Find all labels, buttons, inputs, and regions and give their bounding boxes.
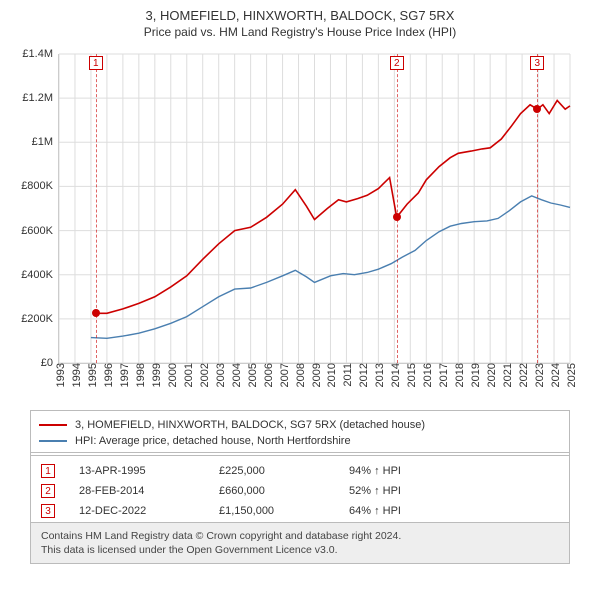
x-tick-label: 1993 [55,363,67,387]
sale-diff: 52% ↑ HPI [349,485,559,497]
x-tick-label: 2014 [390,363,402,387]
sale-diff: 94% ↑ HPI [349,465,559,477]
x-tick-label: 1997 [119,363,131,387]
x-tick-label: 1995 [87,363,99,387]
chart-subtitle: Price paid vs. HM Land Registry's House … [4,25,596,39]
sale-marker-icon: 2 [390,56,404,70]
sale-price: £225,000 [219,465,349,477]
x-tick-label: 1994 [71,363,83,387]
title-block: 3, HOMEFIELD, HINXWORTH, BALDOCK, SG7 5R… [0,0,600,43]
x-tick-label: 2018 [454,363,466,387]
x-tick-label: 2001 [183,363,195,387]
y-tick-label: £1.2M [22,92,53,104]
sale-marker-icon: 1 [89,56,103,70]
x-tick-label: 2000 [167,363,179,387]
x-tick-label: 1999 [151,363,163,387]
y-tick-label: £600K [21,225,53,237]
sale-marker-icon: 2 [41,484,55,498]
footer-line: This data is licensed under the Open Gov… [41,543,559,557]
x-tick-label: 2010 [326,363,338,387]
x-tick-label: 2024 [550,363,562,387]
x-tick-label: 2020 [486,363,498,387]
sale-price: £1,150,000 [219,505,349,517]
x-tick-label: 2022 [518,363,530,387]
footer: Contains HM Land Registry data © Crown c… [30,522,570,564]
x-tick-label: 2012 [358,363,370,387]
sale-marker-icon: 3 [41,504,55,518]
table-row: 3 12-DEC-2022 £1,150,000 64% ↑ HPI [41,501,559,521]
page-wrap: 3, HOMEFIELD, HINXWORTH, BALDOCK, SG7 5R… [0,0,600,590]
sale-marker-vline [537,54,538,363]
legend-swatch [39,440,67,442]
legend-row: HPI: Average price, detached house, Nort… [39,433,561,449]
x-tick-label: 2023 [534,363,546,387]
y-tick-label: £400K [21,269,53,281]
x-tick-label: 2007 [279,363,291,387]
table-row: 2 28-FEB-2014 £660,000 52% ↑ HPI [41,481,559,501]
legend-row: 3, HOMEFIELD, HINXWORTH, BALDOCK, SG7 5R… [39,417,561,433]
footer-line: Contains HM Land Registry data © Crown c… [41,529,559,543]
x-tick-label: 2021 [502,363,514,387]
x-tick-label: 2017 [438,363,450,387]
y-tick-label: £1M [32,136,53,148]
y-tick-label: £1.4M [22,48,53,60]
sale-date: 12-DEC-2022 [79,505,219,517]
legend-label: HPI: Average price, detached house, Nort… [75,435,351,447]
x-tick-label: 2015 [406,363,418,387]
sale-date: 28-FEB-2014 [79,485,219,497]
chart-grid [59,54,570,363]
table-row: 1 13-APR-1995 £225,000 94% ↑ HPI [41,461,559,481]
sale-date: 13-APR-1995 [79,465,219,477]
x-tick-label: 1998 [135,363,147,387]
sales-table: 1 13-APR-1995 £225,000 94% ↑ HPI 2 28-FE… [30,452,570,530]
x-tick-label: 2011 [342,363,354,387]
x-tick-label: 2002 [199,363,211,387]
x-tick-label: 2005 [247,363,259,387]
x-tick-label: 2025 [566,363,578,387]
x-tick-label: 2019 [470,363,482,387]
x-tick-label: 2006 [263,363,275,387]
x-tick-label: 2009 [311,363,323,387]
x-tick-label: 2008 [295,363,307,387]
y-tick-label: £0 [41,357,53,369]
sale-marker-vline [397,54,398,363]
x-tick-label: 2004 [231,363,243,387]
legend-label: 3, HOMEFIELD, HINXWORTH, BALDOCK, SG7 5R… [75,419,425,431]
x-tick-label: 2013 [374,363,386,387]
sale-marker-icon: 1 [41,464,55,478]
y-tick-label: £200K [21,313,53,325]
y-tick-label: £800K [21,180,53,192]
x-tick-label: 2003 [215,363,227,387]
x-tick-label: 1996 [103,363,115,387]
sale-marker-dot [393,213,401,221]
sale-diff: 64% ↑ HPI [349,505,559,517]
sale-marker-dot [533,105,541,113]
sale-marker-icon: 3 [530,56,544,70]
chart-title: 3, HOMEFIELD, HINXWORTH, BALDOCK, SG7 5R… [4,8,596,23]
chart-plot-area: £0£200K£400K£600K£800K£1M£1.2M£1.4M19931… [58,54,570,364]
sale-marker-dot [92,309,100,317]
legend-swatch [39,424,67,426]
sale-price: £660,000 [219,485,349,497]
legend: 3, HOMEFIELD, HINXWORTH, BALDOCK, SG7 5R… [30,410,570,456]
x-tick-label: 2016 [422,363,434,387]
